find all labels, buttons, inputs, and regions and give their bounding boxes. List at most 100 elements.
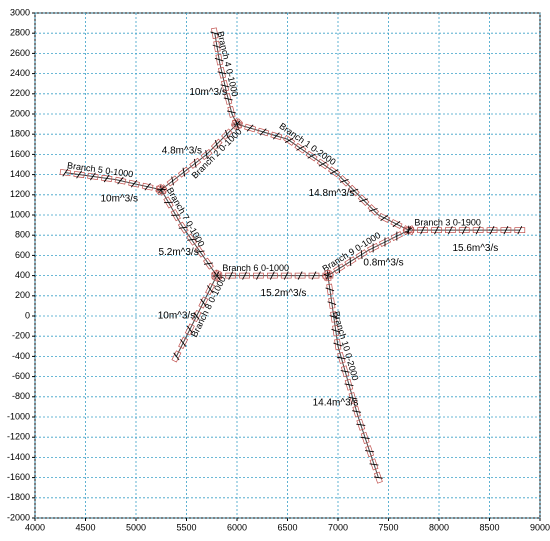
cross-section-box	[59, 169, 71, 177]
cross-section	[225, 271, 237, 280]
cross-section	[231, 118, 243, 130]
cross-section-line	[380, 214, 389, 221]
cross-section	[500, 225, 512, 235]
cross-section-box	[458, 227, 470, 233]
y-tick-label: -1400	[7, 452, 30, 462]
cross-section	[253, 271, 264, 280]
cross-section	[203, 257, 214, 270]
cross-section-box	[514, 227, 526, 233]
cross-section-box	[177, 166, 190, 178]
cross-section-box	[472, 227, 484, 233]
cross-section-box	[225, 272, 237, 279]
cross-section-box	[500, 227, 512, 233]
cross-section	[178, 336, 189, 349]
cross-section	[378, 212, 391, 223]
cross-section-box	[294, 272, 306, 279]
cross-section-box	[101, 174, 113, 182]
cross-section-box	[333, 263, 346, 274]
cross-section-line	[117, 176, 124, 185]
y-tick-label: 2800	[10, 28, 30, 38]
cross-section-line	[323, 273, 333, 278]
flow-label: 4.8m^3/s	[162, 146, 202, 157]
cross-section-line	[396, 231, 398, 241]
cross-section-box	[348, 392, 358, 405]
cross-section	[390, 231, 403, 242]
cross-section-line	[228, 271, 234, 280]
y-tick-label: -600	[12, 371, 30, 381]
cross-section	[336, 352, 346, 364]
cross-section	[163, 196, 174, 209]
y-tick-label: 2000	[10, 108, 30, 118]
cross-section-line	[62, 168, 69, 177]
cross-section	[323, 269, 333, 282]
y-tick-label: 1400	[10, 169, 30, 179]
flow-label: 15.2m^3/s	[261, 288, 307, 299]
cross-section-line	[180, 339, 187, 347]
cross-section-box	[355, 249, 368, 260]
cross-section-box	[170, 209, 181, 222]
cross-section	[514, 225, 526, 235]
cross-section	[365, 445, 375, 458]
cross-section-line	[156, 189, 166, 191]
cross-section-line	[173, 352, 180, 361]
cross-section-box	[321, 270, 334, 281]
cross-section-box	[211, 272, 223, 279]
cross-section-box	[210, 138, 223, 151]
x-tick-label: 5500	[176, 522, 196, 532]
cross-section-box	[221, 128, 233, 141]
cross-section-line	[359, 198, 369, 203]
cross-section	[431, 225, 442, 235]
cross-section-box	[231, 119, 243, 129]
cross-section-line	[210, 31, 220, 35]
cross-section-box	[114, 176, 127, 185]
cross-section	[308, 271, 320, 280]
flow-label: 10m^3/s	[189, 87, 227, 98]
cross-section-box	[128, 179, 140, 188]
cross-section-line	[340, 370, 350, 373]
cross-section-line	[372, 243, 374, 253]
cross-section-box	[239, 272, 250, 279]
cross-section-box	[332, 325, 340, 337]
y-tick-label: 2200	[10, 88, 30, 98]
cross-section-box	[390, 231, 403, 242]
cross-section-box	[402, 225, 415, 236]
cross-section-line	[360, 250, 363, 260]
cross-section-line	[130, 179, 138, 188]
flow-label: 14.4m^3/s	[313, 398, 359, 409]
y-tick-label: 1800	[10, 129, 30, 139]
cross-section-box	[348, 184, 360, 197]
cross-section-box	[191, 309, 202, 323]
cross-section-line	[182, 167, 186, 177]
y-tick-label: 400	[15, 270, 30, 280]
cross-section-line	[349, 257, 352, 267]
cross-section	[177, 221, 189, 234]
cross-section-line	[408, 225, 410, 235]
cross-section-line	[76, 170, 83, 179]
cross-section-line	[447, 225, 453, 235]
cross-section-box	[308, 272, 320, 279]
cross-section	[333, 263, 346, 274]
cross-section-line	[193, 158, 197, 168]
cross-section	[101, 174, 113, 183]
cross-section	[223, 93, 233, 105]
cross-section	[417, 225, 428, 235]
cross-section	[445, 225, 456, 235]
cross-section-box	[156, 183, 167, 196]
cross-section-box	[324, 269, 332, 282]
cross-section-line	[365, 450, 375, 453]
y-tick-label: -400	[12, 351, 30, 361]
cross-section-box	[166, 175, 179, 187]
y-tick-label: 200	[15, 290, 30, 300]
cross-section	[212, 40, 222, 53]
cross-section-box	[213, 40, 221, 53]
cross-section	[402, 225, 415, 236]
cross-section-line	[348, 396, 358, 400]
cross-section	[270, 131, 283, 141]
cross-section-line	[178, 226, 188, 229]
cross-section	[59, 168, 71, 177]
x-tick-label: 6500	[277, 522, 297, 532]
cross-section	[360, 432, 370, 444]
y-tick-label: 2400	[10, 68, 30, 78]
cross-section-line	[325, 287, 335, 292]
cross-section-box	[87, 172, 99, 181]
